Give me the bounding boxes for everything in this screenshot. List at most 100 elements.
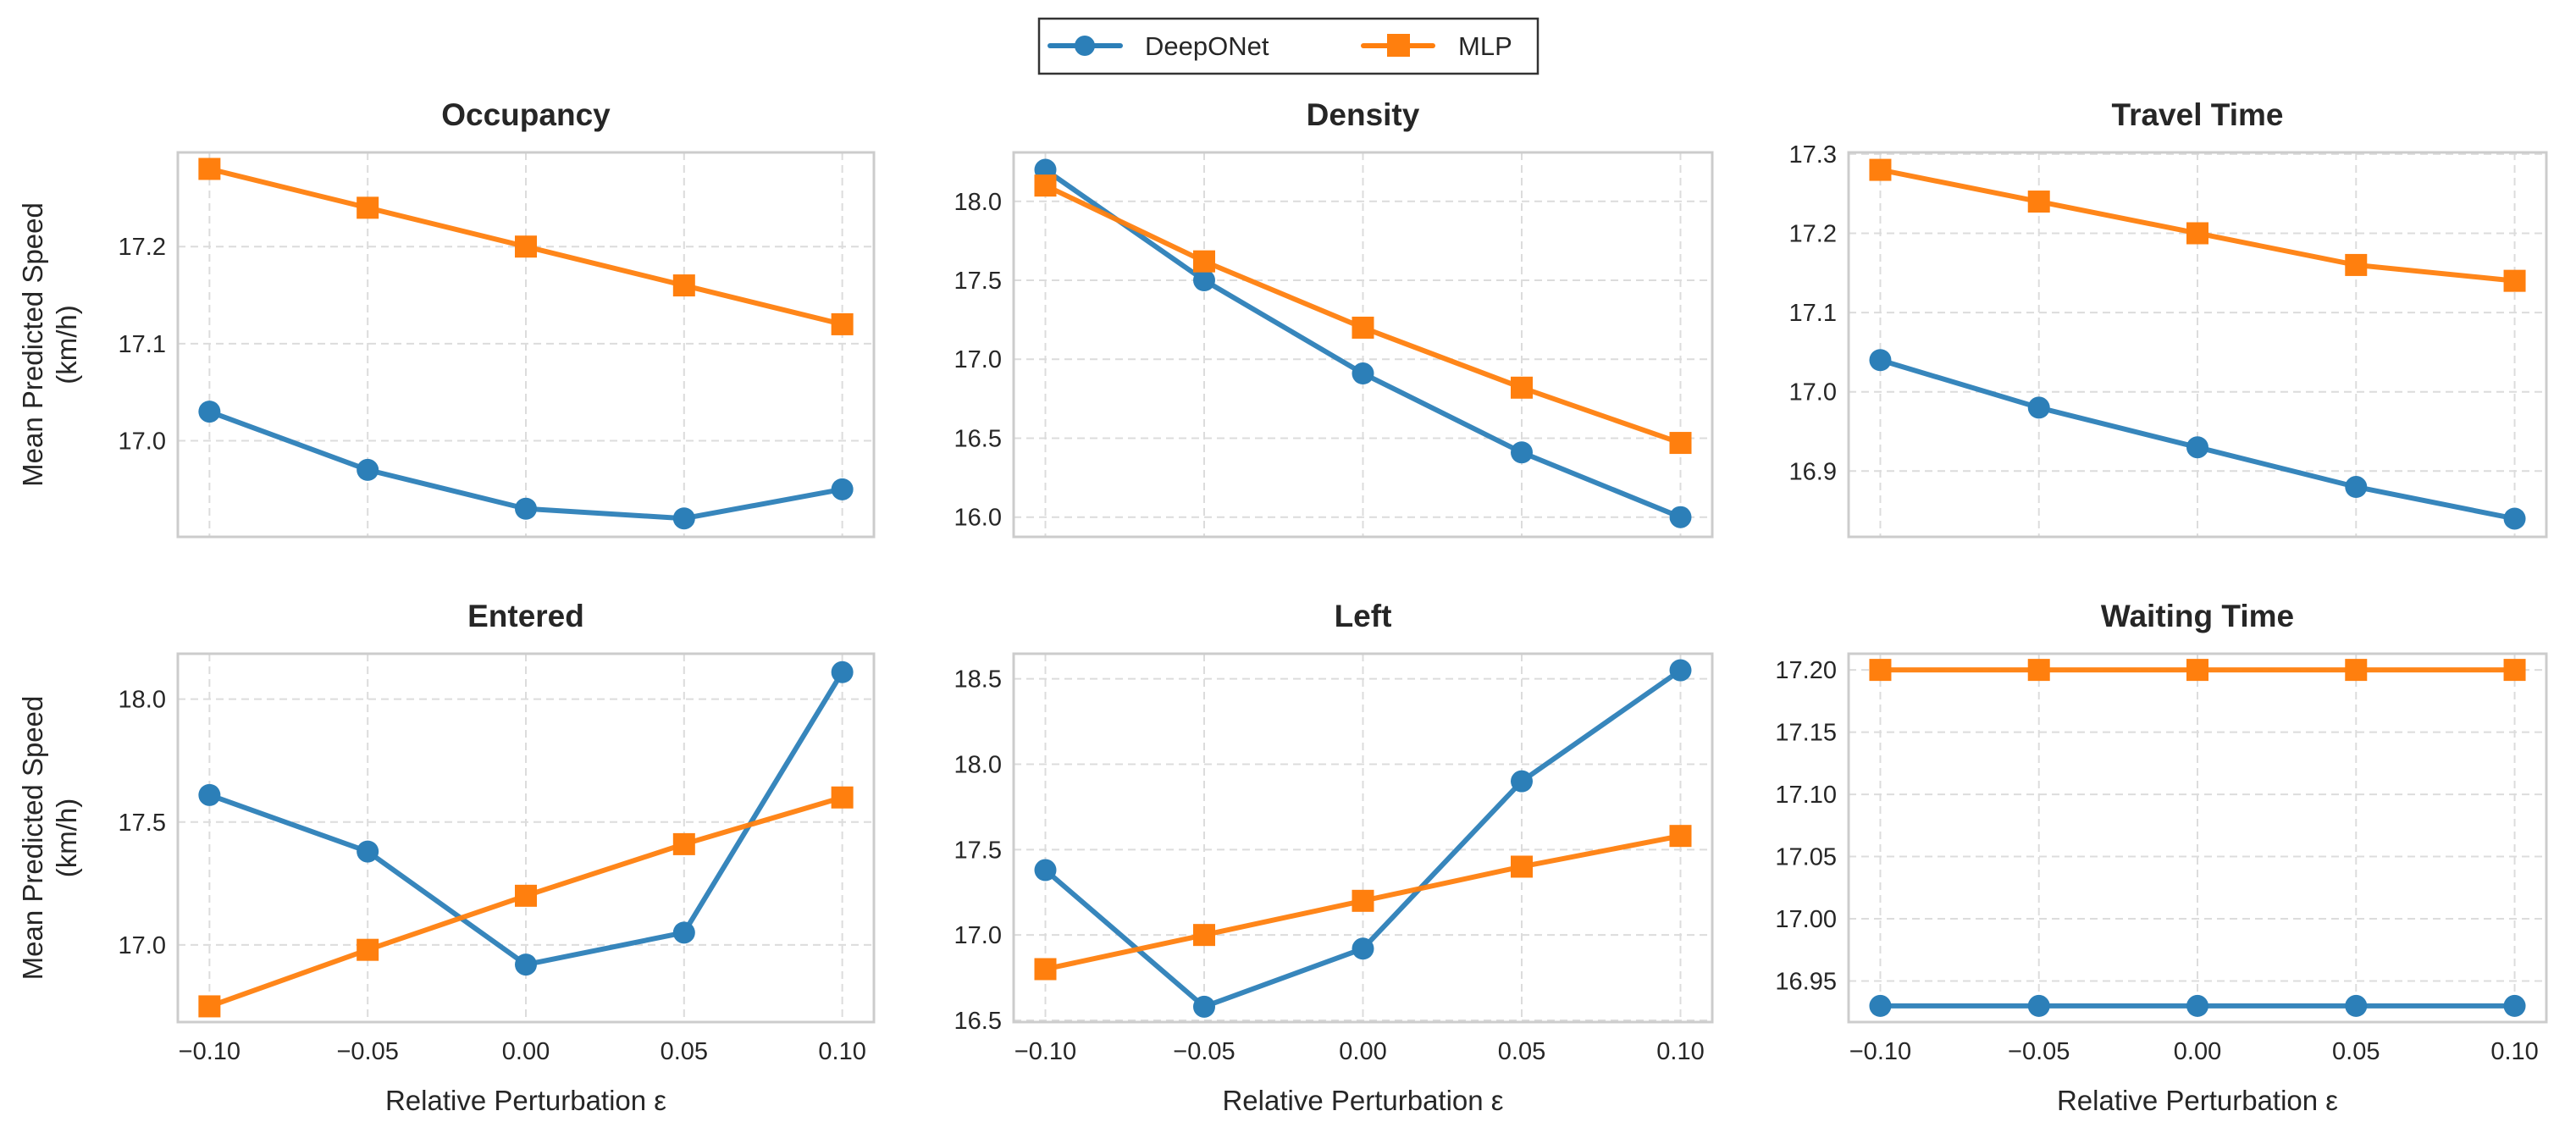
y-tick-label: 16.95 <box>1775 969 1837 996</box>
y-tick-label: 17.1 <box>1789 300 1837 327</box>
x-axis-label: Relative Perturbation ε <box>1222 1085 1503 1116</box>
axes-frame <box>1012 151 1714 539</box>
x-tick-label: 0.00 <box>1339 1038 1386 1065</box>
legend-deeponet-label: DeepONet <box>1145 31 1269 61</box>
x-tick-label: −0.10 <box>1849 1038 1911 1065</box>
y-tick-label: 17.0 <box>954 346 1002 373</box>
deeponet-point <box>1352 362 1374 385</box>
x-tick-label: −0.05 <box>336 1038 398 1065</box>
y-tick-label: 18.5 <box>954 666 1002 694</box>
x-axis-label: Relative Perturbation ε <box>385 1085 666 1116</box>
x-tick-label: −0.10 <box>179 1038 240 1065</box>
panel-title: Waiting Time <box>2101 599 2294 633</box>
mlp-point <box>198 995 221 1018</box>
legend-deeponet-circle-icon <box>1075 36 1095 56</box>
y-tick-label: 17.0 <box>1789 379 1837 406</box>
y-tick-label: 16.9 <box>1789 458 1837 485</box>
deeponet-point <box>2345 994 2368 1017</box>
deeponet-point <box>198 401 221 423</box>
deeponet-point <box>1669 506 1692 528</box>
x-tick-label: 0.00 <box>2174 1038 2221 1065</box>
mlp-point <box>515 235 537 258</box>
panel-travel-time: Travel Time 16.9 17.0 17.1 17.2 17.3 <box>1789 97 2548 539</box>
axes-frame <box>1012 652 1714 1024</box>
deeponet-point <box>1511 441 1533 464</box>
mlp-point <box>672 832 695 855</box>
deeponet-point <box>515 497 537 520</box>
mlp-point <box>2503 269 2526 292</box>
x-tick-label: −0.05 <box>1173 1038 1235 1065</box>
deeponet-point <box>2503 507 2526 530</box>
x-tick-label: 0.10 <box>2490 1038 2538 1065</box>
y-axis-label-unit: (km/h) <box>51 799 82 878</box>
y-tick-label: 17.5 <box>119 810 166 837</box>
deeponet-point <box>2027 396 2050 419</box>
deeponet-point <box>1869 349 1892 372</box>
mlp-point <box>2503 659 2526 682</box>
panel-title: Left <box>1335 599 1392 633</box>
y-tick-label: 16.5 <box>954 425 1002 452</box>
mlp-point <box>2345 253 2368 276</box>
y-tick-label: 17.2 <box>1789 220 1837 247</box>
mlp-point <box>198 158 221 180</box>
deeponet-point <box>2186 994 2208 1017</box>
y-tick-label: 18.0 <box>954 189 1002 216</box>
deeponet-point <box>1352 937 1374 960</box>
y-tick-label: 18.0 <box>954 751 1002 778</box>
mlp-point <box>1511 855 1533 878</box>
deeponet-point <box>1193 269 1215 292</box>
deeponet-point <box>2027 994 2050 1017</box>
x-tick-label: 0.00 <box>502 1038 550 1065</box>
mlp-point <box>1511 376 1533 399</box>
y-tick-label: 16.5 <box>954 1008 1002 1035</box>
mlp-point <box>1669 432 1692 455</box>
mlp-point <box>831 312 854 335</box>
mlp-point <box>2345 659 2368 682</box>
x-tick-label: −0.10 <box>1014 1038 1076 1065</box>
mlp-point <box>1034 958 1057 981</box>
x-tick-label: −0.05 <box>2008 1038 2070 1065</box>
x-tick-label: 0.05 <box>2332 1038 2380 1065</box>
panel-title: Occupancy <box>441 97 611 132</box>
deeponet-point <box>1511 770 1533 793</box>
mlp-point <box>1669 825 1692 848</box>
panel-title: Density <box>1307 97 1420 132</box>
y-axis-label: Mean Predicted Speed <box>17 202 48 487</box>
mlp-point <box>2027 659 2050 682</box>
y-axis-label: Mean Predicted Speed <box>17 696 48 981</box>
y-tick-label: 17.1 <box>119 331 166 358</box>
y-tick-label: 17.3 <box>1789 141 1837 169</box>
mlp-point <box>2027 191 2050 213</box>
deeponet-point <box>1669 659 1692 682</box>
mlp-point <box>672 274 695 297</box>
deeponet-point <box>831 660 854 683</box>
mlp-point <box>1034 174 1057 197</box>
panel-occupancy: Occupancy 17.0 17.1 17.2 Mean Predicted Spee… <box>17 97 876 539</box>
axes-frame <box>176 151 876 539</box>
mlp-point <box>2186 659 2208 682</box>
deeponet-point <box>2345 476 2368 499</box>
deeponet-point <box>672 921 695 944</box>
y-tick-label: 17.15 <box>1775 720 1837 747</box>
axes-frame <box>1847 151 2548 539</box>
deeponet-point <box>672 507 695 530</box>
legend: DeepONet MLP <box>1037 17 1540 75</box>
deeponet-point <box>2186 436 2208 459</box>
y-tick-label: 17.2 <box>119 234 166 261</box>
mlp-point <box>831 786 854 809</box>
mlp-point <box>1193 250 1215 273</box>
y-tick-label: 17.5 <box>954 837 1002 864</box>
mlp-point <box>1193 924 1215 947</box>
deeponet-point <box>515 953 537 976</box>
x-tick-label: 0.05 <box>661 1038 708 1065</box>
mlp-point <box>1869 659 1892 682</box>
panel-entered: Entered 17.0 17.5 18.0 −0.10 −0.05 0.00 0.05 0.1… <box>17 599 876 1116</box>
mlp-point <box>1869 158 1892 181</box>
panel-title: Entered <box>467 599 584 633</box>
deeponet-point <box>831 478 854 500</box>
deeponet-point <box>1869 994 1892 1017</box>
y-tick-label: 17.10 <box>1775 782 1837 809</box>
deeponet-point <box>1034 859 1057 882</box>
y-axis-label-unit: (km/h) <box>51 305 82 384</box>
y-tick-label: 16.0 <box>954 505 1002 532</box>
